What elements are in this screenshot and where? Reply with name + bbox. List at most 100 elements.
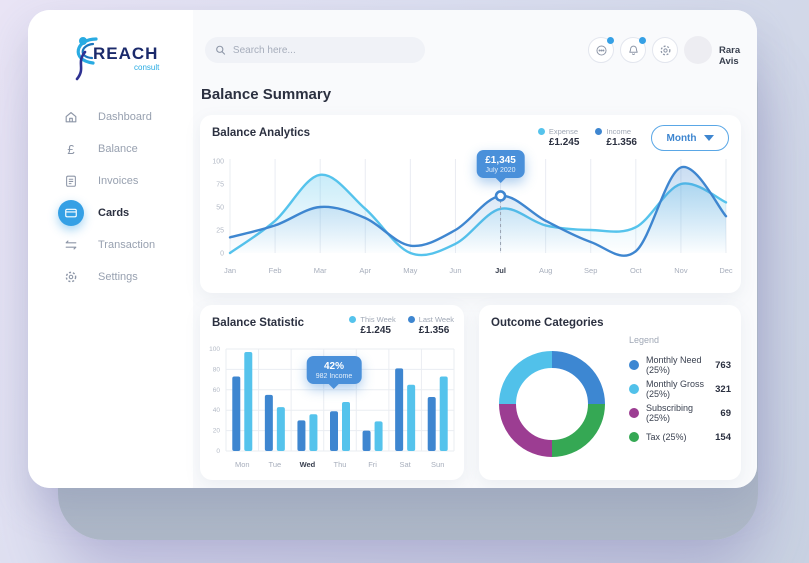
legend-label: Expense bbox=[548, 127, 578, 136]
card-title: Balance Analytics bbox=[212, 127, 311, 139]
notification-dot bbox=[607, 37, 614, 44]
svg-text:Mar: Mar bbox=[314, 266, 327, 275]
legend-item-last-week: Last Week £1.356 bbox=[407, 315, 454, 336]
legend-dot bbox=[595, 128, 603, 135]
sidebar-item-balance[interactable]: £ Balance bbox=[28, 133, 193, 165]
outcome-donut-chart bbox=[499, 351, 605, 457]
tooltip-value: 42% bbox=[323, 361, 344, 373]
logo-graphic: REACH consult bbox=[75, 37, 160, 81]
user-avatar[interactable] bbox=[684, 36, 712, 64]
svg-text:Jan: Jan bbox=[224, 266, 236, 275]
messages-icon bbox=[595, 44, 607, 56]
sidebar: REACH consult Dashboard £ Balance bbox=[28, 10, 193, 488]
settings-button[interactable] bbox=[652, 37, 678, 63]
period-dropdown[interactable]: Month bbox=[651, 125, 729, 151]
svg-text:75: 75 bbox=[216, 182, 224, 189]
notification-dot bbox=[639, 37, 646, 44]
svg-text:50: 50 bbox=[216, 205, 224, 212]
search-icon bbox=[216, 45, 226, 55]
legend-item-this-week: This Week £1.245 bbox=[349, 315, 396, 336]
sidebar-item-label: Balance bbox=[98, 143, 138, 155]
card-icon bbox=[58, 200, 84, 226]
sidebar-item-label: Dashboard bbox=[98, 111, 152, 123]
statistic-legend: This Week £1.245 Last Week £1.356 bbox=[349, 315, 454, 336]
home-icon bbox=[58, 104, 84, 130]
reach-consult-logo: REACH consult bbox=[62, 32, 193, 87]
outcome-categories-card: Outcome Categories Legend Monthly Need (… bbox=[479, 305, 741, 480]
legend-item-subscribing: Subscribing (25%) 69 bbox=[629, 401, 731, 425]
legend-dot bbox=[407, 316, 415, 323]
sidebar-item-cards[interactable]: Cards bbox=[28, 197, 193, 229]
svg-text:100: 100 bbox=[212, 159, 224, 166]
sidebar-nav: Dashboard £ Balance Invoices Cards bbox=[28, 101, 193, 293]
svg-text:Aug: Aug bbox=[539, 266, 552, 275]
svg-text:40: 40 bbox=[213, 407, 221, 414]
legend-value: 69 bbox=[720, 407, 731, 419]
statistic-bar-chart: 0 20 40 60 80 100 Mon Tue Wed Thu Fri Sat Sun bbox=[209, 346, 455, 469]
legend-dot bbox=[629, 432, 639, 442]
search-bar[interactable] bbox=[205, 37, 425, 63]
bell-icon bbox=[628, 45, 638, 55]
legend-label: Subscribing (25%) bbox=[646, 403, 694, 423]
legend-label: This Week bbox=[360, 315, 396, 324]
outcome-legend: Legend Monthly Need (25%) 763 Monthly Gr… bbox=[629, 335, 731, 449]
legend-value: £1.245 bbox=[548, 137, 580, 148]
svg-text:25: 25 bbox=[216, 228, 224, 235]
svg-text:0: 0 bbox=[220, 251, 224, 258]
svg-text:Sep: Sep bbox=[584, 266, 597, 275]
svg-text:60: 60 bbox=[213, 387, 221, 394]
analytics-legend: Expense £1.245 Income £1.356 bbox=[537, 127, 637, 148]
svg-text:May: May bbox=[403, 266, 417, 275]
legend-item-monthly-need: Monthly Need (25%) 763 bbox=[629, 353, 731, 377]
logo-title: REACH bbox=[93, 44, 158, 63]
legend-label: Income bbox=[606, 127, 632, 136]
sidebar-item-label: Transaction bbox=[98, 239, 156, 251]
svg-text:Oct: Oct bbox=[630, 266, 643, 275]
svg-text:Feb: Feb bbox=[269, 266, 282, 275]
sidebar-item-invoices[interactable]: Invoices bbox=[28, 165, 193, 197]
legend-label: Tax (25%) bbox=[646, 432, 687, 442]
search-input[interactable] bbox=[232, 44, 415, 56]
gear-icon bbox=[660, 45, 670, 55]
svg-text:Mon: Mon bbox=[235, 460, 250, 469]
legend-label: Monthly Gross (25%) bbox=[646, 379, 705, 399]
legend-value: £1.356 bbox=[606, 137, 637, 148]
sidebar-item-settings[interactable]: Settings bbox=[28, 261, 193, 293]
analytics-line-chart: 0 25 50 75 100 Jan Feb Mar Apr May Jun Jul Aug Sep Oct… bbox=[212, 159, 733, 276]
sidebar-item-label: Invoices bbox=[98, 175, 139, 187]
sidebar-item-label: Settings bbox=[98, 271, 138, 283]
transfer-icon bbox=[58, 232, 84, 258]
legend-item-expense: Expense £1.245 bbox=[537, 127, 580, 148]
analytics-chart-tooltip: £1,345 July 2020 bbox=[476, 149, 525, 183]
messages-button[interactable] bbox=[588, 37, 614, 63]
gear-icon bbox=[58, 264, 84, 290]
svg-text:80: 80 bbox=[213, 366, 221, 373]
svg-text:Jul: Jul bbox=[495, 266, 506, 275]
tooltip-label: 982 Income bbox=[315, 373, 353, 381]
legend-dot bbox=[349, 316, 357, 323]
sidebar-item-transaction[interactable]: Transaction bbox=[28, 229, 193, 261]
notifications-button[interactable] bbox=[620, 37, 646, 63]
svg-text:20: 20 bbox=[213, 428, 221, 435]
legend-value: £1.356 bbox=[418, 325, 450, 336]
sidebar-item-dashboard[interactable]: Dashboard bbox=[28, 101, 193, 133]
page-title: Balance Summary bbox=[201, 86, 332, 103]
invoice-icon bbox=[58, 168, 84, 194]
legend-label: Monthly Need (25%) bbox=[646, 355, 702, 375]
statistic-chart-tooltip: 42% 982 Income bbox=[306, 356, 362, 390]
pound-icon: £ bbox=[67, 141, 75, 157]
tooltip-arrow bbox=[329, 384, 339, 390]
legend-dot bbox=[629, 384, 639, 394]
svg-text:Wed: Wed bbox=[300, 460, 316, 469]
legend-value: 763 bbox=[715, 359, 731, 371]
legend-value: 321 bbox=[715, 383, 731, 395]
legend-dot bbox=[629, 360, 639, 370]
card-title: Outcome Categories bbox=[491, 317, 604, 329]
user-name: Rara Avis bbox=[719, 45, 741, 67]
svg-text:Sat: Sat bbox=[400, 460, 412, 469]
main-content: Rara Avis Balance Summary Balance Analyt… bbox=[193, 10, 757, 488]
svg-text:0: 0 bbox=[216, 448, 220, 455]
svg-text:Fri: Fri bbox=[368, 460, 377, 469]
svg-text:Jun: Jun bbox=[449, 266, 461, 275]
